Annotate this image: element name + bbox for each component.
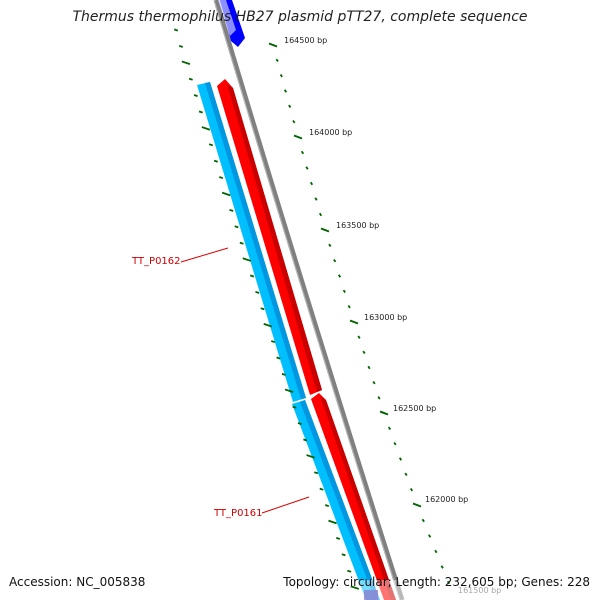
inner-tick-mark — [319, 487, 324, 491]
outer-minor-tick — [305, 166, 309, 170]
inner-tick-mark — [173, 28, 179, 32]
gene-label-TT_P0162[interactable]: TT_P0162 — [131, 256, 181, 267]
inner-tick-mark — [249, 274, 255, 278]
scale-tick-label: 163000 bp — [364, 313, 407, 322]
bottom-purple-gene — [364, 590, 378, 600]
gene-label-leader — [180, 247, 229, 263]
outer-minor-tick — [337, 274, 342, 278]
outer-major-tick — [293, 134, 303, 140]
inner-tick-mark — [234, 225, 239, 229]
accession-label: Accession: NC_005838 — [9, 575, 146, 589]
outer-minor-tick — [318, 212, 323, 217]
outer-minor-tick — [404, 472, 408, 477]
outer-minor-tick — [357, 335, 361, 339]
inner-tick-mark — [242, 257, 252, 262]
inner-tick-mark — [181, 60, 191, 66]
inner-tick-mark — [178, 44, 184, 48]
outer-major-tick — [379, 410, 389, 416]
inner-tick-mark — [324, 504, 330, 508]
scale-tick-label: 162000 bp — [425, 495, 468, 504]
gene-forward-arrow-2-shade — [320, 396, 396, 600]
outer-minor-tick — [440, 565, 444, 569]
inner-tick-mark — [303, 438, 308, 442]
outer-minor-tick — [367, 365, 371, 370]
outer-minor-tick — [328, 243, 332, 248]
inner-tick-mark — [341, 553, 346, 557]
outer-minor-tick — [434, 549, 438, 554]
gene-label-leader — [261, 496, 310, 514]
outer-minor-tick — [333, 258, 337, 263]
outer-minor-tick — [362, 350, 366, 355]
gene-TT_P0161-shade — [300, 400, 380, 600]
inner-tick-mark — [281, 372, 286, 376]
outer-major-tick — [412, 502, 422, 508]
inner-tick-mark — [297, 422, 302, 426]
scale-tick-label-partial: 161500 bp — [458, 586, 501, 595]
inner-tick-mark — [201, 126, 211, 131]
inner-tick-mark — [263, 322, 273, 328]
inner-tick-mark — [284, 388, 294, 394]
outer-minor-tick — [387, 426, 392, 431]
outer-minor-tick — [421, 518, 425, 523]
scale-tick-label: 162500 bp — [393, 404, 436, 413]
inner-tick-mark — [328, 519, 337, 525]
inner-tick-track — [173, 28, 360, 590]
gene-TT_P0162-shade — [205, 82, 306, 399]
map-title: Thermus thermophilus HB27 plasmid pTT27,… — [72, 9, 528, 25]
outer-minor-tick — [288, 104, 292, 109]
inner-tick-mark — [221, 191, 231, 197]
outer-minor-tick — [347, 304, 351, 309]
outer-minor-tick — [275, 58, 279, 63]
outer-minor-tick — [372, 380, 376, 385]
scale-tick-label: 163500 bp — [336, 221, 379, 230]
inner-tick-mark — [276, 356, 281, 360]
sequence-backbone-highlight — [213, 0, 401, 600]
outer-minor-tick — [342, 289, 346, 294]
outer-minor-tick — [292, 119, 296, 124]
gene-forward-arrow-1-shade — [227, 84, 322, 392]
inner-tick-mark — [260, 307, 265, 311]
inner-tick-mark — [198, 110, 203, 114]
outer-minor-tick — [279, 73, 283, 78]
inner-tick-mark — [239, 241, 244, 245]
outer-minor-tick — [300, 150, 305, 155]
inner-tick-mark — [270, 340, 276, 344]
outer-minor-tick — [377, 396, 381, 400]
outer-minor-tick — [309, 181, 314, 186]
gene-arrow-blue-fade — [218, 0, 236, 36]
outer-minor-tick — [446, 580, 451, 585]
outer-major-tick — [349, 319, 359, 325]
inner-tick-mark — [313, 471, 319, 475]
inner-tick-mark — [335, 536, 341, 540]
inner-tick-mark — [350, 585, 360, 590]
topology-summary: Topology: circular; Length: 232,605 bp; … — [283, 575, 590, 589]
inner-tick-mark — [188, 77, 193, 81]
outer-minor-tick — [393, 441, 397, 446]
inner-tick-mark — [347, 569, 352, 573]
inner-tick-mark — [229, 208, 234, 212]
outer-major-tick — [268, 42, 278, 48]
inner-tick-mark — [193, 94, 198, 98]
outer-minor-tick — [428, 534, 432, 538]
outer-minor-tick — [398, 457, 403, 461]
sequence-backbone — [213, 0, 405, 600]
outer-minor-tick — [314, 197, 318, 201]
outer-minor-tick — [409, 487, 414, 492]
inner-tick-mark — [292, 405, 297, 409]
inner-tick-mark — [208, 143, 214, 147]
inner-tick-mark — [213, 159, 219, 163]
gene-label-TT_P0161[interactable]: TT_P0161 — [213, 508, 263, 519]
inner-tick-mark — [255, 290, 260, 294]
scale-tick-label: 164500 bp — [284, 36, 327, 45]
outer-major-tick — [320, 227, 330, 233]
inner-tick-mark — [306, 454, 315, 459]
inner-tick-mark — [219, 176, 224, 180]
outer-tick-track — [268, 42, 451, 585]
outer-minor-tick — [283, 89, 288, 93]
scale-tick-label: 164000 bp — [309, 128, 352, 137]
